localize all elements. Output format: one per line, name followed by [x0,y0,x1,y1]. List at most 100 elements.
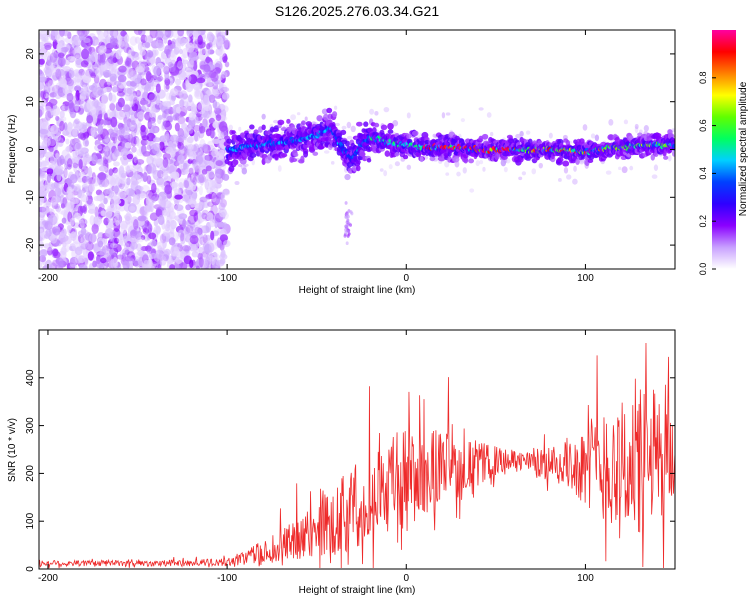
spectral-mark [39,58,45,65]
spectral-mark [113,127,119,133]
spectral-mark [228,124,234,131]
spectral-mark [482,166,486,172]
spectral-mark [162,157,169,168]
spectral-mark [143,165,152,175]
spectral-mark [350,125,356,133]
spectral-mark [58,121,64,133]
spectral-mark [197,128,205,139]
spectral-mark [175,37,183,45]
spectral-mark [179,69,187,78]
spectral-mark [117,97,125,108]
spectral-mark [68,156,76,165]
spectral-mark [67,192,75,200]
spectral-mark [82,30,90,36]
spectral-mark [538,162,543,169]
spectral-mark [147,163,157,174]
spectral-mark [206,212,214,221]
spectral-mark [131,103,139,112]
spectral-mark [184,104,192,111]
spectral-mark [107,217,117,224]
spectral-mark [326,107,333,114]
spectral-mark [72,162,79,169]
spectral-mark [155,39,164,49]
spectral-mark [346,121,352,129]
spectral-mark [103,119,108,126]
spectral-mark [79,152,88,158]
spectral-mark [129,70,138,82]
spectral-mark [388,164,393,170]
spectral-mark [55,115,60,121]
spectral-mark [49,208,55,216]
spectral-mark [141,184,151,196]
spectral-mark [44,233,50,239]
spectral-mark [82,87,88,95]
spectral-mark [330,161,335,165]
spectral-mark [180,232,185,242]
y-tick-label: 20 [25,48,36,60]
spectral-mark [374,110,379,116]
spectral-mark [74,246,83,256]
spectral-mark [205,90,212,96]
spectral-mark [98,165,108,172]
spectral-mark [104,135,110,143]
spectral-mark [203,214,209,222]
spectral-mark [301,120,306,126]
spectral-mark [133,173,141,180]
spectral-mark [55,166,61,176]
spectral-mark [345,241,349,245]
spectral-mark [110,242,118,249]
spectral-mark [140,105,147,113]
spectral-mark [71,185,78,192]
spectral-mark [384,150,390,157]
spectral-mark [178,145,188,156]
spectral-mark [85,241,94,251]
spectral-mark [196,102,202,113]
spectral-mark [78,32,85,42]
spectral-mark [195,265,200,269]
spectral-mark [148,93,157,103]
spectral-mark [154,127,159,133]
spectral-mark [107,128,114,136]
spectral-mark [39,196,45,203]
y-tick-label: 0 [25,146,36,152]
spectral-mark [219,55,224,63]
spectral-mark [135,158,145,165]
spectral-mark [406,133,412,139]
spectral-mark [445,172,450,176]
spectral-mark [175,106,181,114]
spectral-mark [144,52,152,61]
spectral-mark [151,49,157,59]
spectral-mark [97,172,107,180]
spectral-mark [521,171,527,176]
spectral-mark [587,158,594,164]
spectral-mark [218,202,226,211]
spectral-mark [125,60,130,66]
spectral-mark [58,117,65,124]
spectral-mark [159,197,166,208]
colorbar-ticks: 0.00.20.40.60.8 [698,72,716,275]
spectral-mark [290,114,296,121]
spectral-mark [41,144,48,155]
spectral-mark [221,105,229,113]
spectral-mark [55,132,61,142]
spectral-mark [155,156,162,165]
spectral-mark [47,214,53,226]
spectral-mark [41,121,51,130]
spectral-mark [132,156,138,166]
spectral-mark [213,67,222,74]
spectral-mark [164,70,170,81]
spectral-mark [192,83,201,91]
spectral-mark [334,105,338,110]
spectral-mark [177,116,186,125]
spectral-mark [136,111,145,120]
spectral-mark [629,135,634,141]
spectral-mark [212,173,221,180]
x-tick-label: 100 [577,573,594,584]
spectral-mark [500,159,507,167]
spectral-mark [124,255,134,262]
spectral-mark [176,43,181,51]
spectral-mark [221,55,228,62]
spectral-mark [164,133,171,141]
spectral-mark [80,227,87,236]
spectral-mark [99,248,107,256]
